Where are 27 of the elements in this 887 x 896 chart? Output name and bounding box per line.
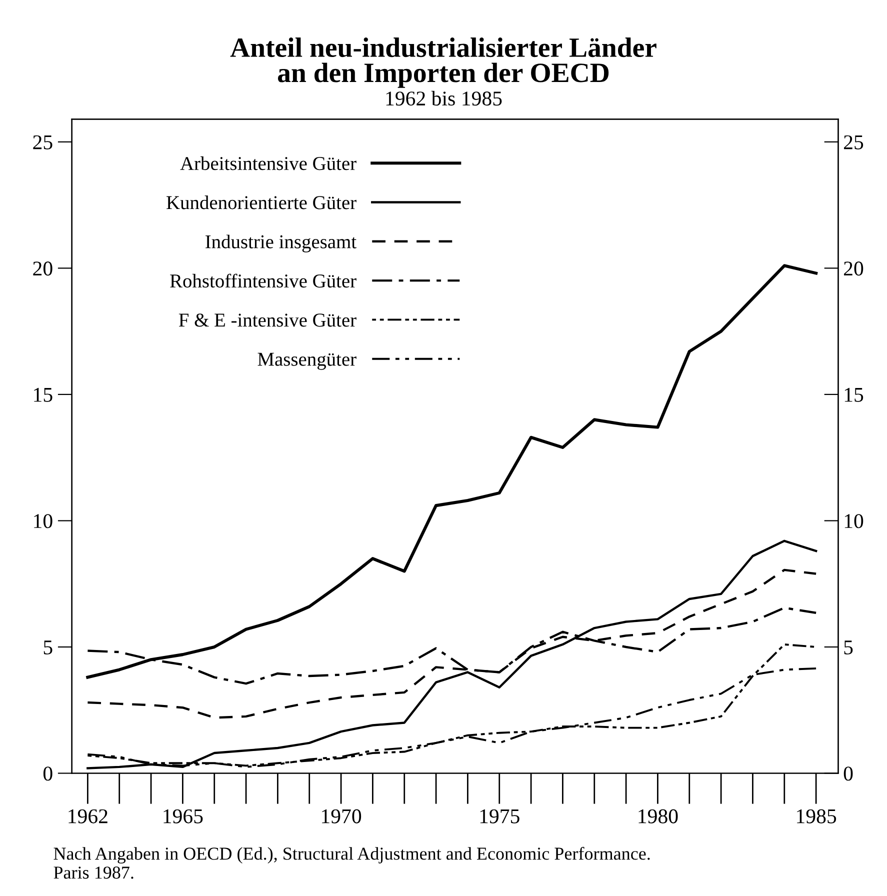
y-tick-label: 25	[33, 135, 52, 150]
y2-tick-label: 10	[844, 514, 864, 528]
y-tick-label: 10	[34, 514, 52, 528]
legend-label: Arbeitsintensive Güter	[180, 156, 356, 170]
legend-label: Kundenorientierte Güter	[166, 196, 356, 210]
legend-label: Massengüter	[258, 352, 356, 370]
legend-label: Industrie insgesamt	[206, 234, 356, 252]
y-tick-label: 5	[44, 640, 52, 654]
x-tick-label: 1980	[638, 809, 678, 824]
y2-tick-label: 20	[844, 262, 864, 276]
y2-tick-label: 15	[844, 388, 864, 402]
legend-label: Rohstoffintensive Güter	[170, 274, 356, 288]
y-tick-label: 20	[33, 262, 52, 276]
legend-label: F & E -intensive Güter	[178, 314, 356, 327]
x-tick-label: 1985	[797, 809, 836, 824]
x-tick-label: 1965	[164, 809, 203, 824]
y2-tick-label: 25	[844, 135, 864, 150]
chart-title: Anteil neu-industrialisierter Länder an den Importen der OECD	[230, 38, 656, 88]
y-tick-label: 0	[43, 766, 52, 781]
x-tick-label: 1970	[322, 809, 362, 824]
x-tick-label: 1962	[68, 809, 108, 824]
text: Nach Angaben in OECD (Ed.), Structural Adjustment and Economic Performance. Paris 1987.	[54, 846, 650, 879]
y2-tick-label: 0	[844, 766, 853, 781]
x-tick-label: 1975	[480, 809, 520, 824]
y2-tick-label: 5	[844, 640, 853, 654]
chart-subtitle: 1962 bis 1985	[386, 90, 502, 106]
y-tick-label: 15	[34, 388, 52, 402]
